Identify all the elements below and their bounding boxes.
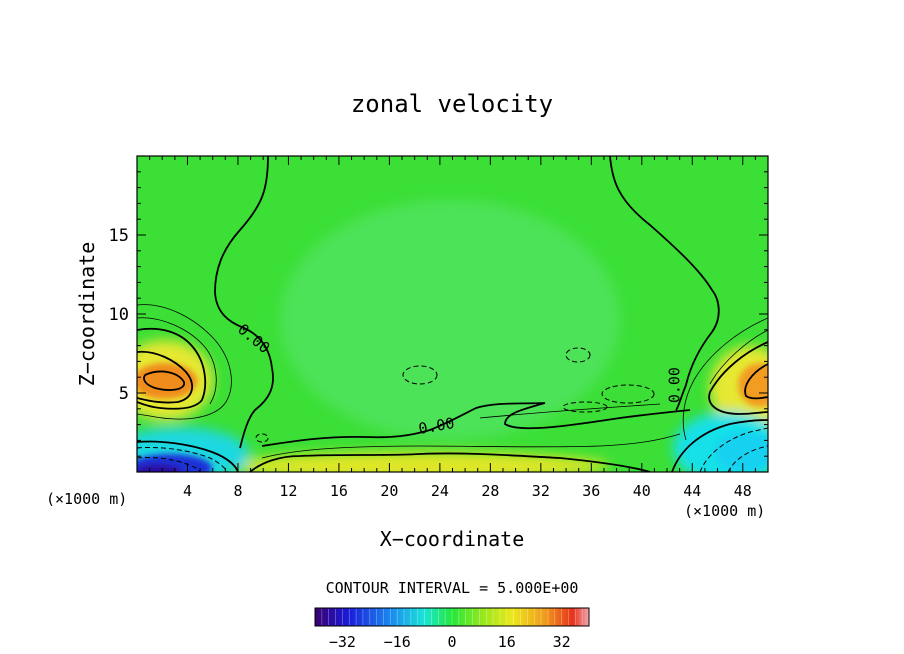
colorbar-tick-label: −32	[329, 633, 356, 651]
zero-contour-right	[609, 156, 720, 411]
x-unit-right: (×1000 m)	[684, 502, 765, 520]
x-tick-label: 40	[633, 482, 651, 500]
thin-contour-mid	[479, 403, 661, 419]
x-tick-label: 24	[431, 482, 449, 500]
x-tick-label: 12	[279, 482, 297, 500]
thin-contour-left-2	[137, 317, 217, 405]
negative-contours	[137, 347, 768, 472]
neg-contour-left-1	[137, 447, 229, 472]
colorbar-tick-label: 16	[498, 633, 516, 651]
y-tick-label: 15	[109, 226, 129, 246]
contour-right-core	[744, 363, 768, 400]
x-tick-label: 16	[330, 482, 348, 500]
velocity-field: 0.000.000.00	[137, 156, 768, 472]
x-tick-label: 32	[532, 482, 550, 500]
zero-contour-middle	[261, 402, 691, 447]
colorbar	[314, 607, 590, 627]
contour-right-outer	[708, 341, 768, 415]
thin-contour-left-1	[137, 304, 232, 420]
contour-right-cyan	[671, 419, 768, 472]
right-cyan-core	[715, 432, 768, 472]
y-tick-label: 5	[119, 384, 129, 404]
neg-contour-small-5	[255, 433, 269, 443]
contour-label: 0.00	[666, 367, 684, 403]
thin-contour-low	[261, 433, 681, 459]
contour-interval: CONTOUR INTERVAL = 5.000E+00	[326, 579, 579, 597]
x-ticks	[149, 156, 756, 472]
x-tick-label: 28	[481, 482, 499, 500]
x-axis-label: X−coordinate	[380, 527, 525, 551]
neg-contour-small-4	[562, 401, 608, 413]
y-tick-label: 10	[109, 305, 129, 325]
x-tick-label: 44	[683, 482, 701, 500]
left-orange-core	[137, 363, 197, 399]
zero-contour-left	[214, 156, 274, 449]
contour-label: 0.00	[417, 414, 456, 438]
thin-contours	[137, 304, 768, 459]
bottom-yellow-band	[230, 452, 610, 472]
x-tick-label: 20	[380, 482, 398, 500]
colorbar-tick-label: 0	[447, 633, 456, 651]
thin-contour-right-1	[682, 317, 768, 441]
neg-contour-left-2	[137, 457, 201, 472]
contour-left-low	[137, 440, 239, 472]
contour-left-top	[137, 327, 207, 410]
x-tick-label: 8	[233, 482, 242, 500]
contour-left-core	[143, 370, 185, 391]
neg-contour-small-1	[402, 365, 438, 385]
neg-contour-small-2	[565, 347, 591, 363]
neg-contour-small-3	[601, 384, 655, 404]
colorbar-tick-labels: −32 −16 0 16 32	[329, 633, 571, 651]
x-tick-label: 4	[183, 482, 192, 500]
y-axis-label: Z−coordinate	[75, 242, 99, 387]
chart-title: zonal velocity	[351, 90, 553, 118]
colorbar-tick-label: −16	[384, 633, 411, 651]
y-ticks	[137, 171, 768, 457]
x-tick-label: 36	[582, 482, 600, 500]
thin-contour-right-2	[709, 329, 768, 385]
colorbar-tick-label: 32	[553, 633, 571, 651]
x-unit-left: (×1000 m)	[46, 490, 127, 508]
center-light-region	[280, 200, 620, 440]
colorbar-stripes	[321, 609, 583, 625]
x-tick-label: 48	[734, 482, 752, 500]
contour-bottom-band	[249, 452, 651, 472]
left-darkblue-core	[137, 464, 182, 472]
contour-left-mid	[137, 350, 193, 404]
y-tick-labels: 5 10 15	[109, 226, 129, 404]
x-tick-labels: 4 8 12 16 20 24 28 32 36 40 44 48	[183, 482, 752, 500]
zero-contours	[137, 156, 768, 472]
neg-contour-right-1	[699, 427, 768, 472]
